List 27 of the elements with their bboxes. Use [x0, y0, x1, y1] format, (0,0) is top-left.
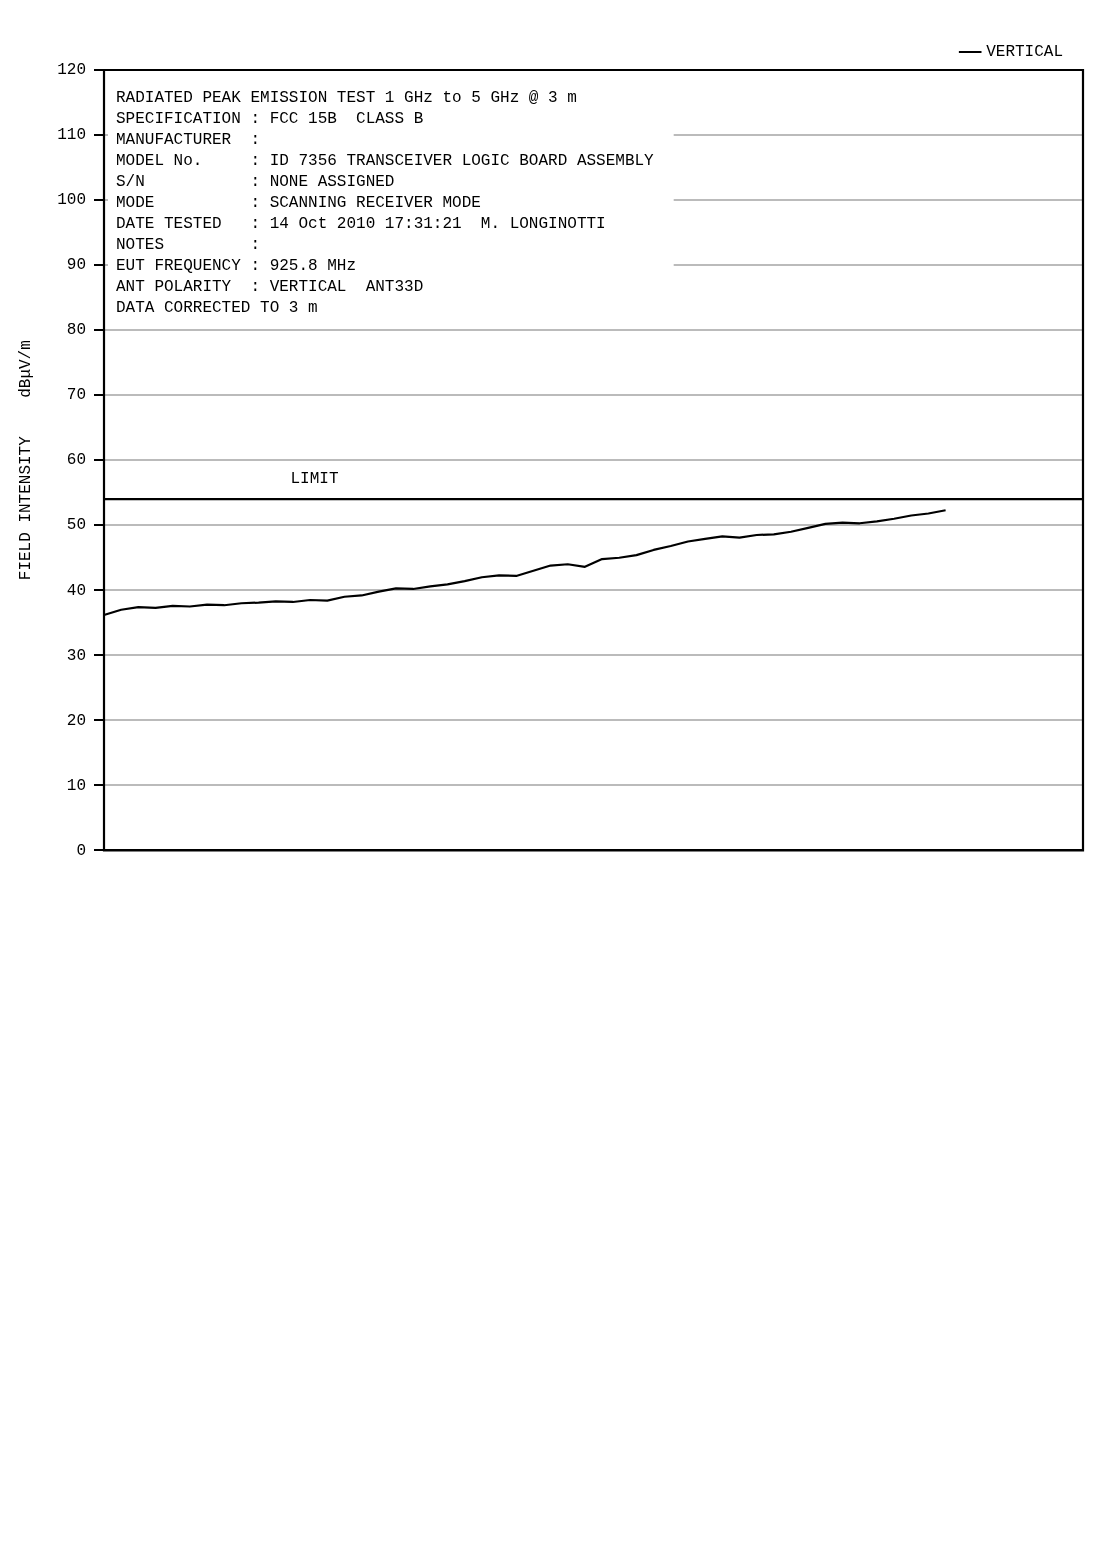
annotation: SPECIFICATION : FCC 15B CLASS B [116, 110, 424, 128]
y-tick-label: 30 [66, 646, 86, 665]
y-tick-label: 20 [66, 711, 86, 730]
y-tick-label: 50 [66, 516, 86, 535]
annotation: ANT POLARITY : VERTICAL ANT33D [116, 278, 424, 296]
y-tick-label: 120 [57, 61, 86, 80]
y-tick-label: 80 [66, 321, 86, 340]
annotation: EUT FREQUENCY : 925.8 MHz [116, 257, 357, 275]
annotation: MODE : SCANNING RECEIVER MODE [116, 194, 481, 212]
y-tick-label: 60 [66, 451, 86, 470]
y-tick-label: 70 [66, 386, 86, 405]
annotation: NOTES : [116, 236, 261, 254]
annotation: S/N : NONE ASSIGNED [116, 173, 395, 191]
y-tick-label: 110 [57, 126, 86, 145]
y-tick-label: 40 [66, 581, 86, 600]
y-tick-label: 0 [76, 841, 86, 860]
legend-label: VERTICAL [986, 43, 1063, 62]
text: RADIATED PEAK EMISSION TEST 1 GHz to 5 GHz @ 3 m [116, 89, 577, 107]
annotation: DATA CORRECTED TO 3 m [116, 299, 318, 317]
y-tick-label: 10 [66, 776, 86, 795]
annotation: MODEL No. : ID 7356 TRANSCEIVER LOGIC BOARD ASSEMBLY [116, 152, 655, 170]
y-tick-label: 100 [57, 191, 86, 210]
annotation: DATE TESTED : 14 Oct 2010 17:31:21 M. LONGINOTTI [116, 215, 606, 233]
annotation: MANUFACTURER : [116, 131, 261, 149]
y-axis-title: FIELD INTENSITY dBμV/m [16, 340, 35, 581]
y-tick-label: 90 [66, 256, 86, 275]
ref-line-label: LIMIT [290, 470, 339, 489]
